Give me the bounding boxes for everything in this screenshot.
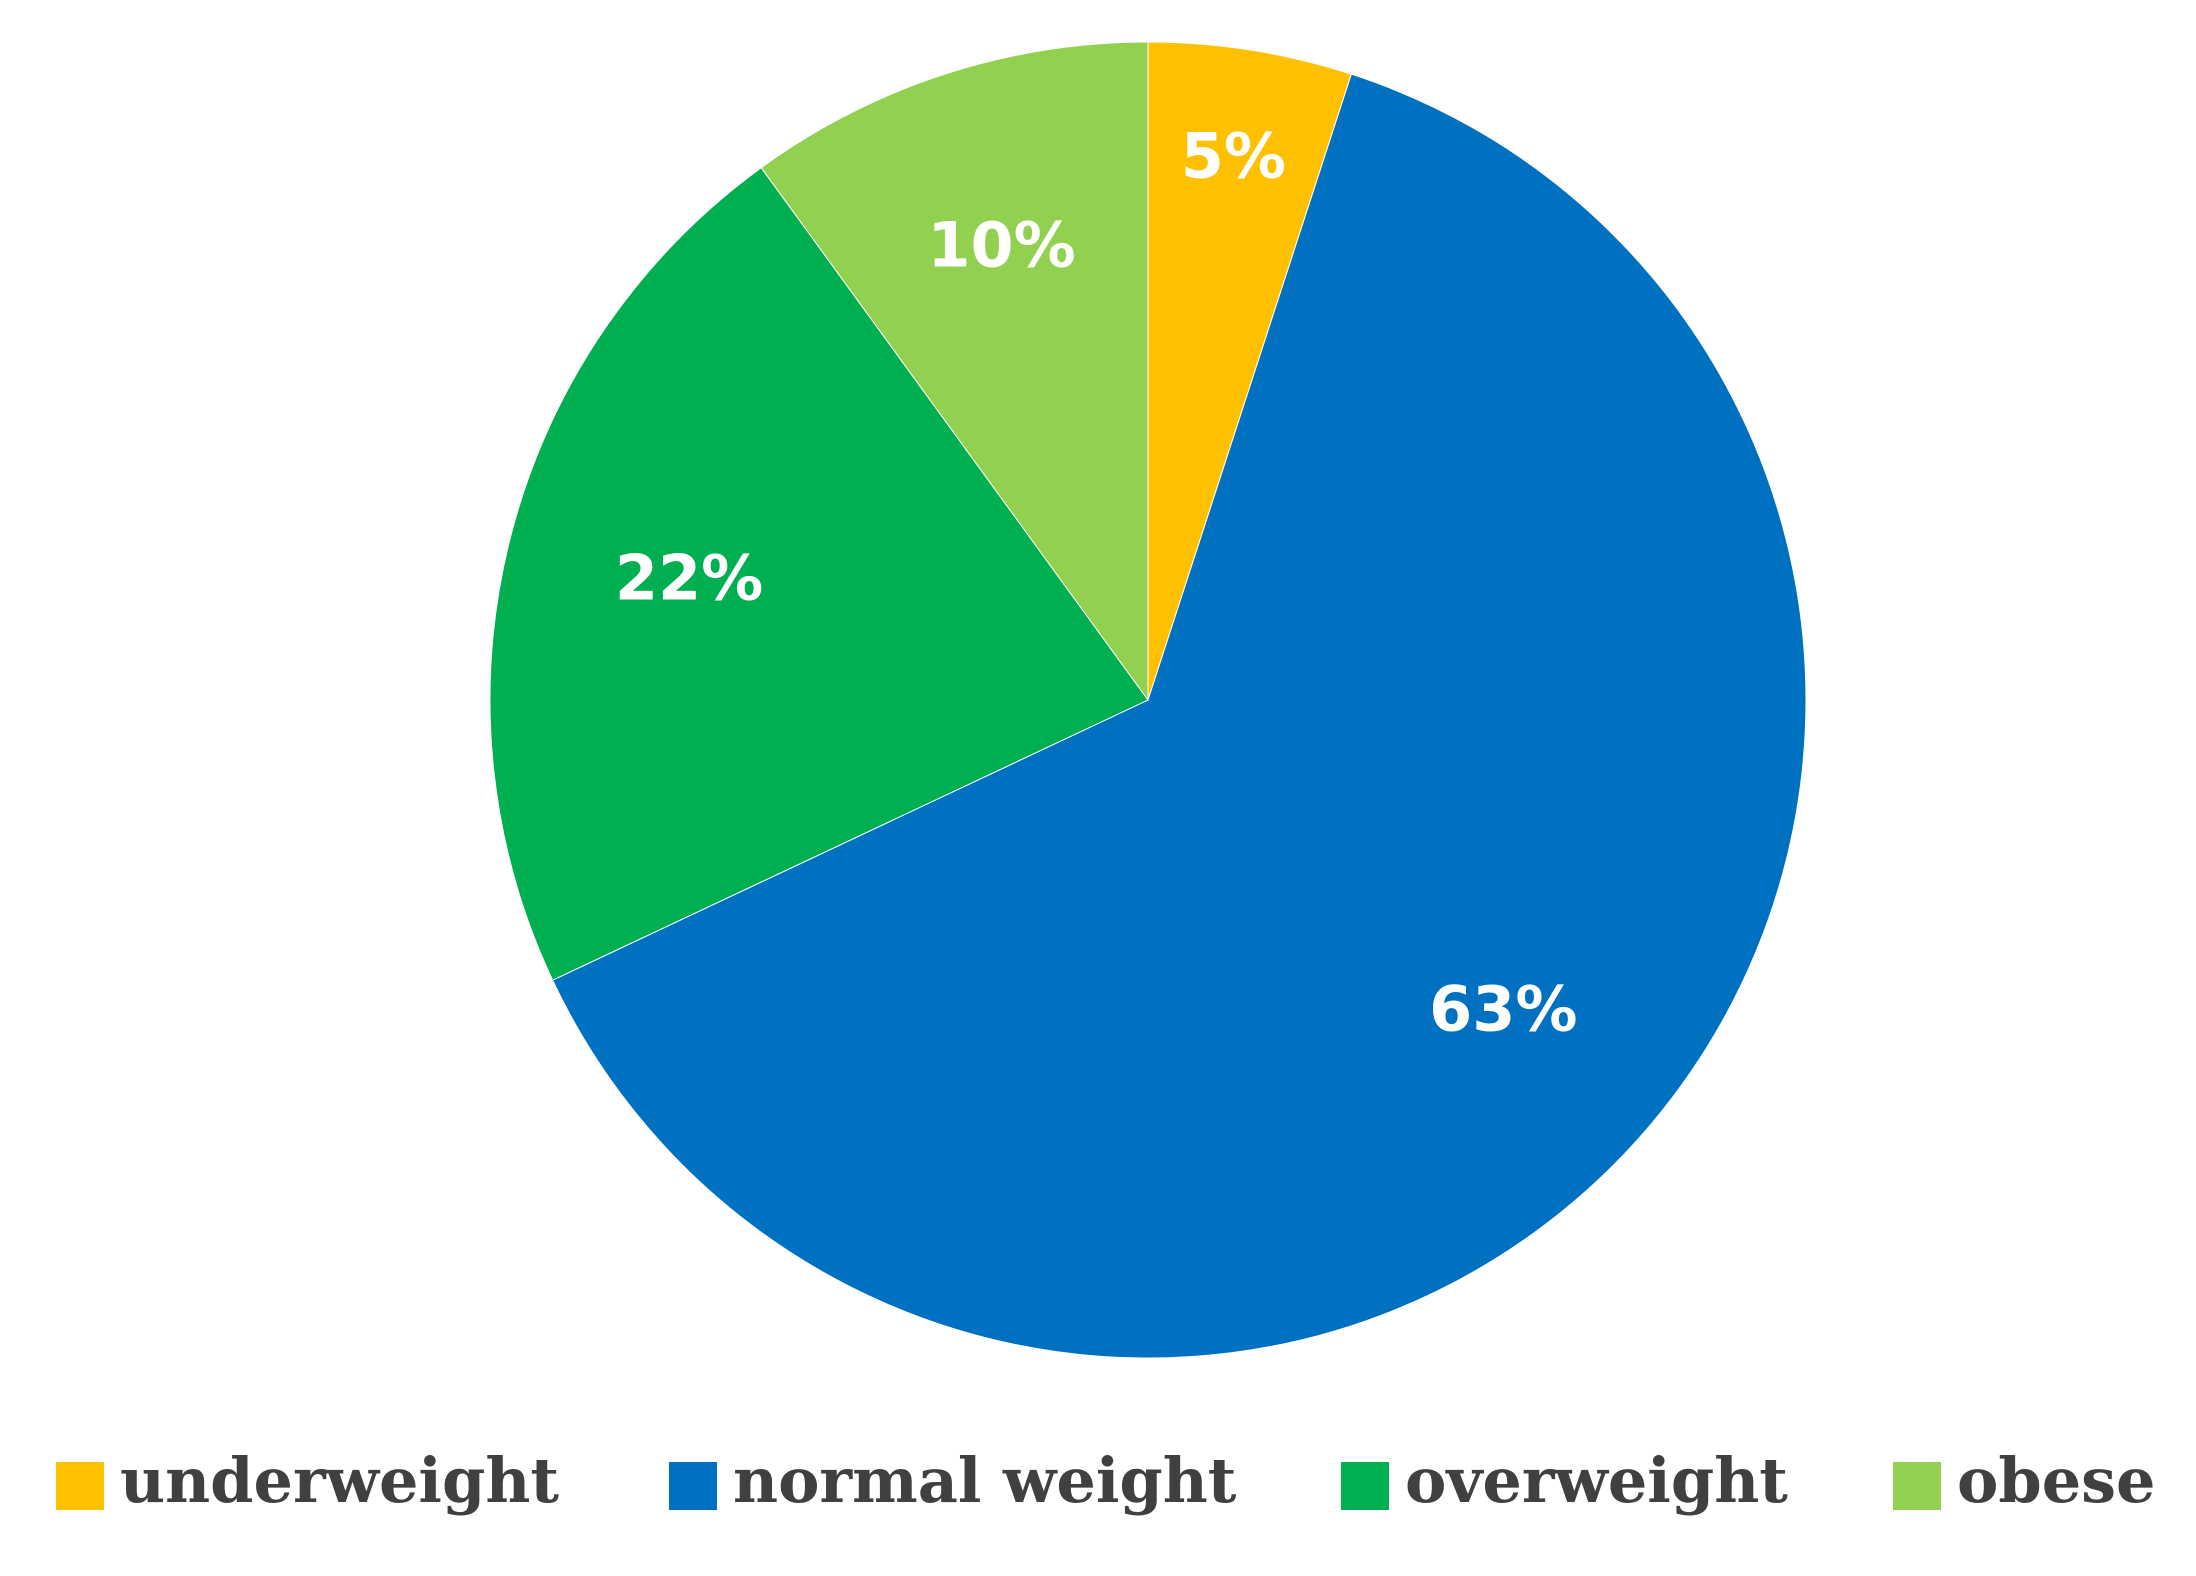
legend-swatch <box>669 1462 717 1510</box>
legend-swatch <box>1341 1462 1389 1510</box>
legend-label: underweight <box>120 1444 559 1517</box>
legend-swatch <box>56 1462 104 1510</box>
legend-label: overweight <box>1405 1444 1788 1517</box>
pie-slice <box>1147 41 1352 701</box>
pie-slice <box>551 73 1807 1359</box>
data-label: 10% <box>927 209 1075 282</box>
legend-label: obese <box>1957 1444 2156 1517</box>
data-label: 5% <box>1181 120 1286 193</box>
legend-swatch <box>1893 1462 1941 1510</box>
data-label: 22% <box>615 541 763 614</box>
data-label: 63% <box>1429 972 1577 1045</box>
legend-label: normal weight <box>733 1444 1237 1517</box>
pie-slice <box>489 166 1149 981</box>
pie-slice <box>760 41 1149 702</box>
